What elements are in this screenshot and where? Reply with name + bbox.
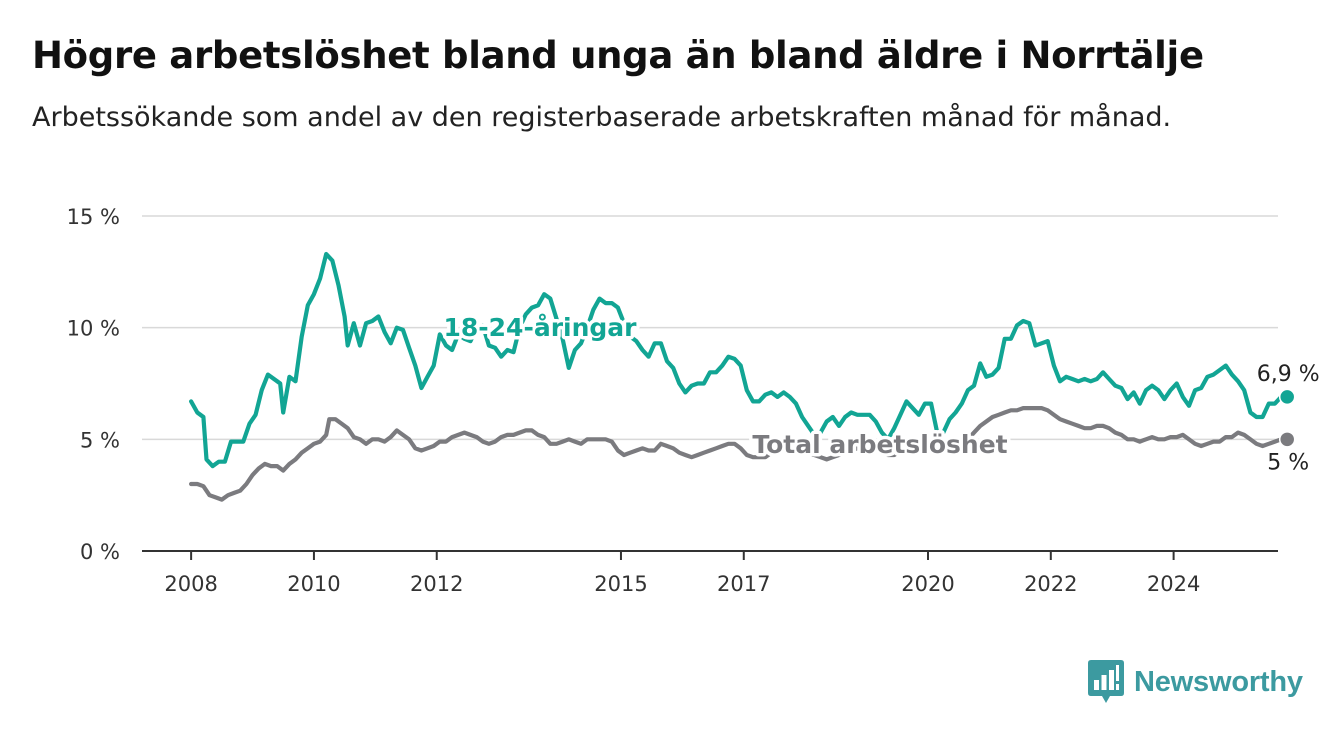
end-markers: 6,9 % 5 %	[1254, 359, 1322, 477]
annotation-youth: 18-24-åringar	[444, 313, 638, 342]
x-tick-label: 2010	[287, 572, 340, 596]
y-tick-label: 15 %	[67, 205, 120, 229]
x-tick-label: 2022	[1024, 572, 1077, 596]
x-tick-label: 2012	[410, 572, 463, 596]
chart-subtitle: Arbetssökande som andel av den registerb…	[32, 102, 1172, 133]
x-axis: 2008 2010 2012 2015 2017 2020 2022 2024	[142, 550, 1278, 596]
series-line-youth	[189, 251, 1290, 469]
x-tick-label: 2017	[717, 572, 770, 596]
series-line-total	[189, 406, 1290, 502]
end-label-youth: 6,9 %	[1257, 362, 1320, 387]
y-axis-ticks: 0 % 5 % 10 % 15 %	[67, 205, 120, 564]
end-marker-total	[1278, 431, 1296, 448]
chart-title: Högre arbetslöshet bland unga än bland ä…	[32, 34, 1204, 77]
y-tick-label: 10 %	[67, 317, 120, 341]
y-tick-label: 5 %	[80, 428, 120, 452]
x-tick-label: 2008	[164, 572, 217, 596]
x-tick-label: 2015	[594, 572, 647, 596]
end-marker-youth	[1278, 388, 1296, 406]
y-tick-label: 0 %	[80, 540, 120, 564]
brand-name: Newsworthy	[1134, 665, 1303, 698]
bar-chart-badge-icon	[1088, 660, 1124, 703]
annotation-total: Total arbetslöshet	[752, 430, 1007, 459]
grid-lines	[142, 215, 1278, 441]
newsworthy-brand[interactable]: Newsworthy	[1088, 660, 1303, 704]
end-label-total: 5 %	[1267, 450, 1309, 475]
series-annotations: 18-24-åringar Total arbetslöshet	[440, 310, 1011, 463]
x-tick-label: 2020	[901, 572, 954, 596]
series-lines	[189, 251, 1290, 502]
x-tick-label: 2024	[1147, 572, 1200, 596]
